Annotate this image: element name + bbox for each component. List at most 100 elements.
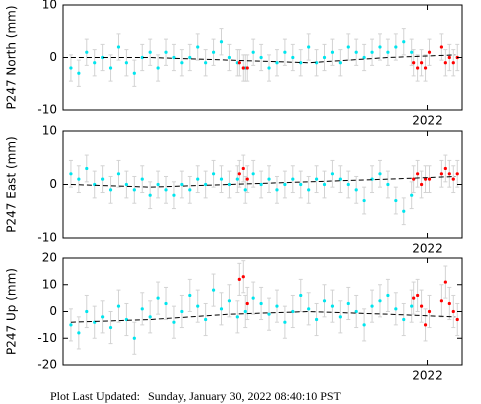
point [241,275,245,279]
point [370,177,374,181]
point [299,61,303,65]
point [330,304,335,308]
footer-timestamp: Sunday, January 30, 2022 08:40:10 PST [148,389,342,403]
point [116,172,121,176]
point [188,55,192,60]
point [447,55,451,60]
point [386,293,390,298]
y-tick-label: 0 [49,177,57,191]
point [235,315,239,319]
point [69,172,73,176]
point [172,193,176,197]
point [148,315,152,319]
point [362,55,366,60]
point [69,323,73,327]
point [243,188,247,192]
point [196,45,200,49]
point [307,188,311,192]
point [386,182,390,187]
point [156,182,160,187]
point [164,301,168,306]
point [211,288,216,292]
point [85,166,89,171]
point [241,66,245,70]
point [338,315,342,319]
point [378,45,382,49]
point [423,177,428,181]
point [180,309,184,314]
point [132,71,136,75]
point [291,55,295,60]
point [204,61,208,65]
y-tick-label: -10 [37,103,57,117]
point [427,309,432,314]
point [241,166,245,171]
x-tick-label: 2022 [412,369,443,383]
point [108,325,113,330]
y-tick-label: 20 [42,251,57,265]
point [85,309,89,314]
point [211,172,216,176]
point [196,177,200,181]
point [140,55,144,60]
point [148,50,152,54]
trend-line [70,54,456,64]
point [259,182,263,187]
point [267,177,271,181]
point [402,317,406,322]
point [322,299,327,303]
point [101,315,105,319]
point [330,50,335,54]
point [419,61,424,65]
y-tick-label: 10 [42,277,57,291]
point [237,277,241,281]
y-tick-label: 0 [49,304,57,318]
y-tick-label: 10 [42,124,57,138]
point [412,61,416,65]
point [346,45,350,49]
point [243,309,247,314]
point [275,304,279,308]
point [116,45,121,49]
point [416,172,420,176]
point [330,172,335,176]
point [402,40,406,44]
point [227,55,232,60]
point [451,61,455,65]
y-tick-label: -10 [37,231,57,245]
point [116,304,121,308]
point [196,304,200,308]
point [93,61,97,65]
y-tick-label: 0 [49,50,57,64]
point [354,50,358,54]
point [219,40,224,44]
point [439,45,443,49]
x-tick-label: 2022 [412,242,443,256]
point [172,55,176,60]
point [291,309,295,314]
point [394,307,398,311]
point [69,66,73,70]
point [227,299,232,303]
point [245,301,249,306]
point [362,323,366,327]
point [283,182,287,187]
point [370,50,374,54]
point [394,45,398,49]
point [291,177,295,181]
point [245,66,249,70]
plot-frame [62,257,463,366]
point [322,55,327,60]
point [299,293,303,298]
point [188,293,192,298]
point [156,66,160,70]
point [370,304,374,308]
point [419,182,424,187]
point [245,177,249,181]
point [443,280,447,284]
point [275,61,279,65]
point [237,172,241,176]
point [140,177,144,181]
point [447,301,451,306]
